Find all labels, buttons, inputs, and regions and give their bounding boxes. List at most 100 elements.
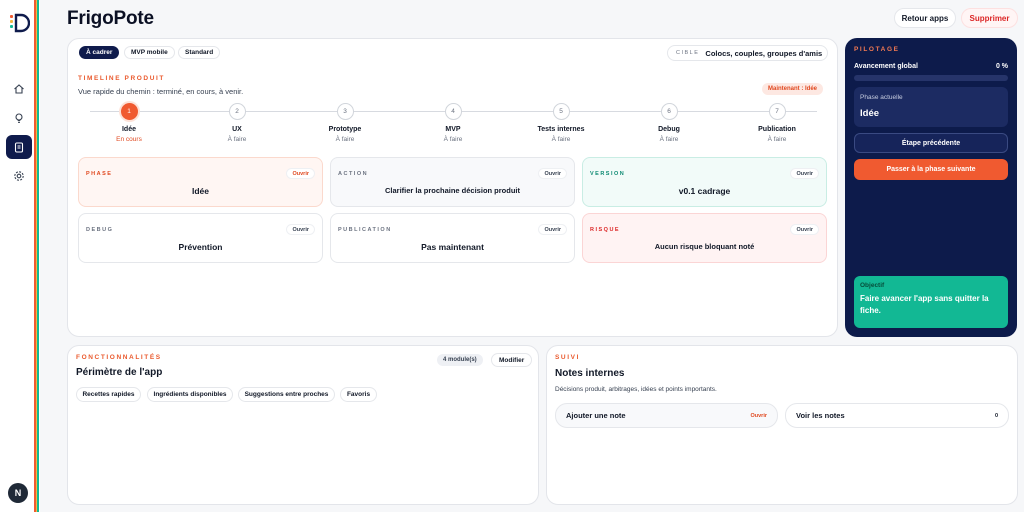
step-number: 4 xyxy=(444,103,462,120)
product-overview-card: À cadrer MVP mobile Standard CIBLE Coloc… xyxy=(67,38,838,337)
step-status: À faire xyxy=(551,136,571,143)
timeline-step[interactable]: 1 Idée En cours xyxy=(89,103,169,143)
step-status: À faire xyxy=(227,136,247,143)
sidebar-item-projects[interactable] xyxy=(6,135,32,159)
open-phase-button[interactable]: Ouvrir xyxy=(286,168,315,179)
sidebar-accent-stripe xyxy=(34,0,40,512)
notes-count: 0 xyxy=(994,412,998,419)
step-number: 1 xyxy=(120,103,138,120)
step-label: MVP xyxy=(445,126,461,133)
tile-key: RISQUE xyxy=(590,227,621,233)
tab-mvp-mobile[interactable]: MVP mobile xyxy=(124,46,175,59)
publication-tile: PUBLICATION Ouvrir Pas maintenant xyxy=(330,213,575,263)
pilotage-label: PILOTAGE xyxy=(854,46,900,53)
feature-chip[interactable]: Recettes rapides xyxy=(76,387,141,402)
action-tile: ACTION Ouvrir Clarifier la prochaine déc… xyxy=(330,157,575,207)
timeline-step[interactable]: 5 Tests internes À faire xyxy=(521,103,601,143)
timeline-step[interactable]: 4 MVP À faire xyxy=(413,103,493,143)
step-status: À faire xyxy=(443,136,463,143)
sidebar-item-ideas[interactable] xyxy=(6,106,32,130)
debug-tile: DEBUG Ouvrir Prévention xyxy=(78,213,323,263)
open-publication-button[interactable]: Ouvrir xyxy=(538,224,567,235)
stripe-yellow xyxy=(35,0,38,512)
delete-button[interactable]: Supprimer xyxy=(961,8,1018,28)
step-label: Publication xyxy=(758,126,796,133)
tile-key: VERSION xyxy=(590,171,626,177)
objective-value: Faire avancer l'app sans quitter la fich… xyxy=(860,294,989,315)
stripe-green xyxy=(37,0,40,512)
timeline-subtitle: Vue rapide du chemin : terminé, en cours… xyxy=(78,87,244,96)
current-phase-value: Idée xyxy=(860,108,880,119)
lightbulb-icon xyxy=(15,113,23,123)
progress-value: 0 % xyxy=(995,63,1008,70)
timeline-step[interactable]: 3 Prototype À faire xyxy=(305,103,385,143)
step-status: À faire xyxy=(767,136,787,143)
tile-value: Prévention xyxy=(178,242,223,252)
features-title: Périmètre de l'app xyxy=(76,367,163,378)
feature-chip[interactable]: Favoris xyxy=(340,387,377,402)
modules-count-badge: 4 module(s) xyxy=(437,354,483,366)
back-to-apps-button[interactable]: Retour apps xyxy=(894,8,956,28)
step-status: À faire xyxy=(335,136,355,143)
target-key: CIBLE xyxy=(676,50,700,56)
view-notes-label: Voir les notes xyxy=(796,411,845,420)
sidebar: N xyxy=(0,0,40,512)
add-note-label: Ajouter une note xyxy=(566,411,626,420)
next-phase-button[interactable]: Passer à la phase suivante xyxy=(854,159,1008,180)
progress-bar xyxy=(854,75,1008,81)
avatar[interactable]: N xyxy=(8,483,28,503)
objective-box: Objectif Faire avancer l'app sans quitte… xyxy=(854,276,1008,328)
clipboard-icon xyxy=(14,142,24,153)
current-phase-box: Phase actuelle Idée xyxy=(854,87,1008,127)
step-number: 7 xyxy=(768,103,786,120)
edit-features-button[interactable]: Modifier xyxy=(491,353,533,367)
tile-value: Pas maintenant xyxy=(421,242,484,252)
step-label: Prototype xyxy=(328,126,362,133)
previous-step-button[interactable]: Étape précédente xyxy=(854,133,1008,153)
home-icon xyxy=(14,84,24,94)
step-number: 5 xyxy=(552,103,570,120)
target-value: Colocs, couples, groupes d'amis xyxy=(705,48,823,58)
open-version-button[interactable]: Ouvrir xyxy=(790,168,819,179)
step-label: UX xyxy=(232,126,242,133)
view-notes-button[interactable]: Voir les notes 0 xyxy=(785,403,1009,428)
add-note-action: Ouvrir xyxy=(750,412,767,419)
features-card: FONCTIONNALITÉS Périmètre de l'app 4 mod… xyxy=(67,345,539,505)
step-status: À faire xyxy=(659,136,679,143)
target-audience: CIBLE Colocs, couples, groupes d'amis xyxy=(667,45,828,61)
tab-standard[interactable]: Standard xyxy=(178,46,221,59)
current-phase-badge: Maintenant : Idée xyxy=(762,83,824,95)
page-title: FrigoPote xyxy=(67,8,154,29)
sidebar-item-home[interactable] xyxy=(6,77,32,101)
timeline-step[interactable]: 6 Debug À faire xyxy=(629,103,709,143)
add-note-button[interactable]: Ajouter une note Ouvrir xyxy=(555,403,778,428)
tile-key: DEBUG xyxy=(86,227,114,233)
features-label: FONCTIONNALITÉS xyxy=(76,354,162,361)
tile-key: PUBLICATION xyxy=(338,227,392,233)
tab-a-cadrer[interactable]: À cadrer xyxy=(79,46,120,59)
stripe-orange xyxy=(34,0,36,512)
open-debug-button[interactable]: Ouvrir xyxy=(286,224,315,235)
gear-icon xyxy=(14,171,24,181)
timeline-step[interactable]: 2 UX À faire xyxy=(197,103,277,143)
tracking-card: SUIVI Notes internes Décisions produit, … xyxy=(546,345,1018,505)
app-logo-icon[interactable] xyxy=(8,12,30,34)
tile-value: Aucun risque bloquant noté xyxy=(654,242,755,251)
pilotage-panel: PILOTAGE Avancement global 0 % Phase act… xyxy=(845,38,1017,337)
timeline-label: TIMELINE PRODUIT xyxy=(78,75,165,82)
open-action-button[interactable]: Ouvrir xyxy=(538,168,567,179)
feature-chip[interactable]: Suggestions entre proches xyxy=(238,387,335,402)
tracking-label: SUIVI xyxy=(555,354,580,361)
sidebar-item-settings[interactable] xyxy=(6,164,32,188)
open-risk-button[interactable]: Ouvrir xyxy=(790,224,819,235)
step-number: 2 xyxy=(228,103,246,120)
step-label: Idée xyxy=(121,126,136,133)
timeline-step[interactable]: 7 Publication À faire xyxy=(737,103,817,143)
step-status: En cours xyxy=(116,136,142,143)
objective-key: Objectif xyxy=(860,282,885,289)
risk-tile: RISQUE Ouvrir Aucun risque bloquant noté xyxy=(582,213,827,263)
feature-chip[interactable]: Ingrédients disponibles xyxy=(147,387,233,402)
notes-title: Notes internes xyxy=(555,368,625,379)
step-label: Tests internes xyxy=(537,126,585,133)
tile-value: Clarifier la prochaine décision produit xyxy=(384,186,521,195)
